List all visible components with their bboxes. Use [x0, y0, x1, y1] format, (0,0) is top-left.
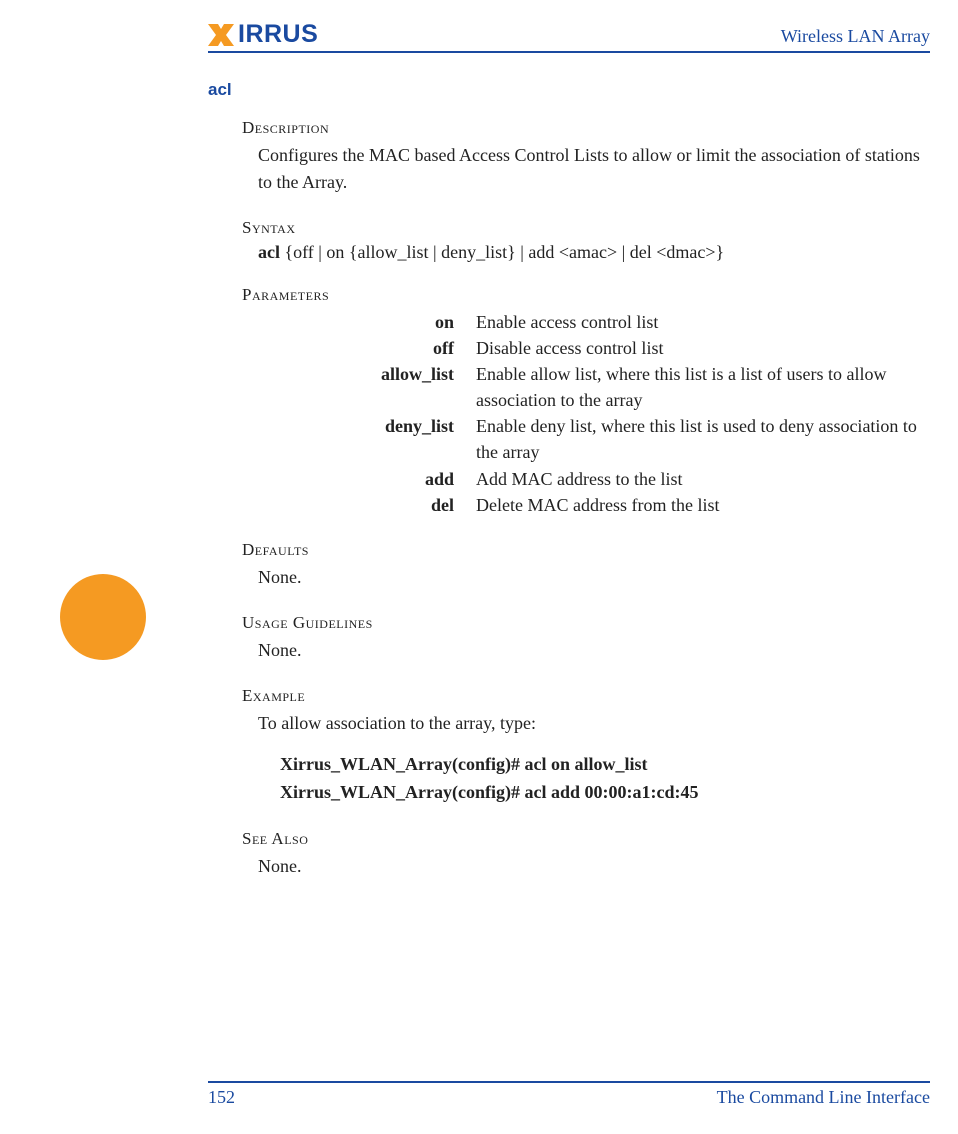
see-also-heading: See Also: [242, 829, 930, 849]
param-desc: Enable allow list, where this list is a …: [470, 361, 946, 413]
page-number: 152: [208, 1087, 235, 1108]
example-cmd-line: Xirrus_WLAN_Array(config)# acl add 00:00…: [280, 779, 930, 807]
table-row: on Enable access control list: [258, 309, 946, 335]
command-name: acl: [208, 80, 930, 100]
document-title: Wireless LAN Array: [781, 26, 930, 47]
description-heading: Description: [242, 118, 930, 138]
content-area: acl Description Configures the MAC based…: [208, 76, 930, 902]
see-also-text: None.: [258, 853, 930, 880]
syntax-section: Syntax acl {off | on {allow_list | deny_…: [242, 218, 930, 263]
param-name: del: [258, 492, 470, 518]
brand-logo-text: IRRUS: [238, 22, 318, 47]
example-intro: To allow association to the array, type:: [258, 710, 930, 737]
param-desc: Enable access control list: [470, 309, 946, 335]
page-footer: 152 The Command Line Interface: [208, 1081, 930, 1108]
table-row: add Add MAC address to the list: [258, 466, 946, 492]
syntax-args: {off | on {allow_list | deny_list} | add…: [280, 242, 724, 262]
example-section: Example To allow association to the arra…: [242, 686, 930, 807]
page: IRRUS Wireless LAN Array acl Description…: [0, 0, 958, 1134]
usage-heading: Usage Guidelines: [242, 613, 930, 633]
example-commands: Xirrus_WLAN_Array(config)# acl on allow_…: [280, 751, 930, 807]
param-desc: Add MAC address to the list: [470, 466, 946, 492]
description-text: Configures the MAC based Access Control …: [258, 142, 930, 196]
param-name: deny_list: [258, 413, 470, 465]
usage-section: Usage Guidelines None.: [242, 613, 930, 664]
syntax-heading: Syntax: [242, 218, 930, 238]
table-row: del Delete MAC address from the list: [258, 492, 946, 518]
see-also-section: See Also None.: [242, 829, 930, 880]
section-marker-icon: [60, 574, 146, 660]
page-header: IRRUS Wireless LAN Array: [208, 22, 930, 53]
parameters-table: on Enable access control list off Disabl…: [258, 309, 946, 518]
usage-text: None.: [258, 637, 930, 664]
parameters-section: Parameters on Enable access control list…: [242, 285, 930, 518]
defaults-heading: Defaults: [242, 540, 930, 560]
parameters-heading: Parameters: [242, 285, 930, 305]
table-row: allow_list Enable allow list, where this…: [258, 361, 946, 413]
x-icon: [208, 24, 234, 46]
defaults-section: Defaults None.: [242, 540, 930, 591]
param-name: off: [258, 335, 470, 361]
syntax-text: acl {off | on {allow_list | deny_list} |…: [258, 242, 930, 263]
footer-section-title: The Command Line Interface: [717, 1087, 930, 1108]
param-name: allow_list: [258, 361, 470, 413]
table-row: off Disable access control list: [258, 335, 946, 361]
example-cmd-line: Xirrus_WLAN_Array(config)# acl on allow_…: [280, 751, 930, 779]
param-desc: Delete MAC address from the list: [470, 492, 946, 518]
param-desc: Disable access control list: [470, 335, 946, 361]
example-heading: Example: [242, 686, 930, 706]
description-section: Description Configures the MAC based Acc…: [242, 118, 930, 196]
param-name: on: [258, 309, 470, 335]
table-row: deny_list Enable deny list, where this l…: [258, 413, 946, 465]
defaults-text: None.: [258, 564, 930, 591]
syntax-command: acl: [258, 242, 280, 262]
param-desc: Enable deny list, where this list is use…: [470, 413, 946, 465]
brand-logo: IRRUS: [208, 22, 318, 47]
param-name: add: [258, 466, 470, 492]
